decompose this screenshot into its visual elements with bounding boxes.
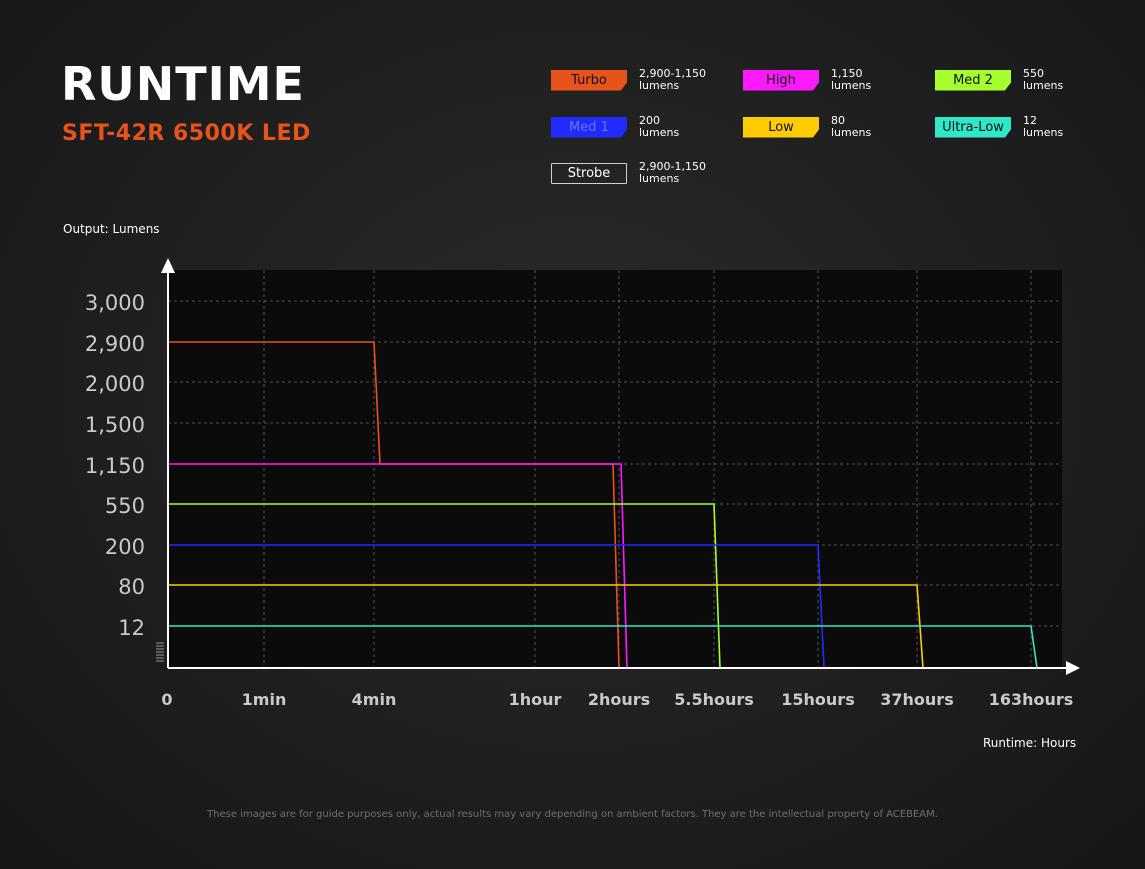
legend-item-med1: Med 1 200 lumens: [551, 115, 719, 139]
y-tick-label: 12: [118, 616, 145, 640]
y-tick-label: 2,000: [85, 372, 145, 396]
x-axis-arrow-icon: [1066, 661, 1080, 675]
x-tick-label: 2hours: [588, 690, 650, 709]
x-tick-label: 163hours: [989, 690, 1074, 709]
y-tick-label: 80: [118, 575, 145, 599]
x-tick-label: 37hours: [880, 690, 953, 709]
legend-item-high: High 1,150 lumens: [743, 68, 911, 92]
series-line-ultra-low: [168, 625, 1038, 669]
x-tick-label: 4min: [352, 690, 397, 709]
legend-desc-high: 1,150 lumens: [831, 67, 872, 92]
y-tick-label: 3,000: [85, 291, 145, 315]
series-line-med-2: [168, 503, 721, 669]
y-tick-label: 200: [105, 535, 145, 559]
x-tick-label: 1min: [242, 690, 287, 709]
legend-item-med2: Med 2 550 lumens: [935, 68, 1103, 92]
x-tick-label: 5.5hours: [674, 690, 754, 709]
legend-tag-ultra-low: Ultra-Low: [935, 116, 1011, 138]
disclaimer: These images are for guide purposes only…: [207, 809, 938, 820]
series-line-high: [168, 463, 628, 669]
y-axis-title: Output: Lumens: [63, 222, 160, 236]
y-tick-label: 1,500: [85, 413, 145, 437]
x-axis-title: Runtime: Hours: [983, 736, 1077, 750]
legend-tag-turbo: Turbo: [551, 69, 627, 91]
plot-area: [168, 270, 1062, 668]
series-line-low: [168, 584, 924, 669]
legend-item-strobe: Strobe 2,900-1,150 lumens: [551, 161, 719, 185]
y-tick-label: 1,150: [85, 454, 145, 478]
legend-tag-strobe: Strobe: [551, 162, 627, 184]
y-axis-arrow-icon: [161, 258, 175, 273]
legend-desc-strobe: 2,900-1,150 lumens: [639, 160, 706, 185]
legend-desc-med2: 550 lumens: [1023, 67, 1064, 92]
series-line-med-1: [168, 544, 825, 669]
legend-tag-med1: Med 1: [551, 116, 627, 138]
page-title: RUNTIME: [61, 57, 305, 111]
legend-item-turbo: Turbo 2,900-1,150 lumens: [551, 68, 719, 92]
legend-desc-ultra-low: 12 lumens: [1023, 114, 1064, 139]
legend-item-ultra-low: Ultra-Low 12 lumens: [935, 115, 1103, 139]
model-subtitle: SFT-42R 6500K LED: [62, 121, 311, 146]
x-tick-label: 15hours: [781, 690, 854, 709]
legend-item-low: Low 80 lumens: [743, 115, 911, 139]
x-tick-label: 1hour: [509, 690, 562, 709]
legend-tag-low: Low: [743, 116, 819, 138]
x-tick-label: 0: [161, 690, 172, 709]
legend-tag-high: High: [743, 69, 819, 91]
y-tick-label: 550: [105, 494, 145, 518]
legend-desc-med1: 200 lumens: [639, 114, 680, 139]
legend-desc-low: 80 lumens: [831, 114, 872, 139]
y-tick-label: 2,900: [85, 332, 145, 356]
legend-desc-turbo: 2,900-1,150 lumens: [639, 67, 706, 92]
legend-tag-med2: Med 2: [935, 69, 1011, 91]
